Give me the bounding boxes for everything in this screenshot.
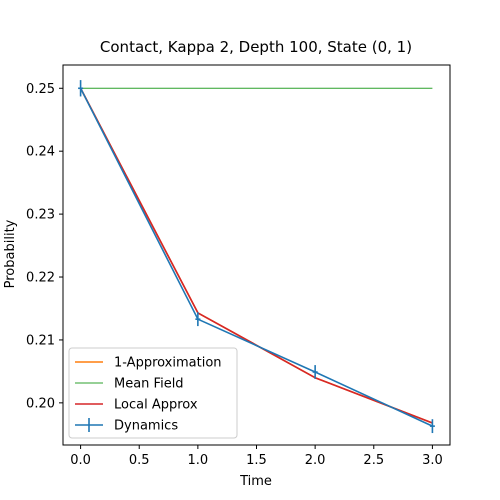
y-tick-label: 0.25 [26, 82, 55, 97]
y-tick-label: 0.21 [26, 333, 55, 348]
chart-title: Contact, Kappa 2, Depth 100, State (0, 1… [100, 38, 412, 56]
legend-box [68, 347, 238, 439]
y-tick-label: 0.23 [26, 208, 55, 223]
x-tick-label: 0.0 [70, 453, 91, 468]
x-tick-label: 2.0 [305, 453, 326, 468]
legend: 1-Approximation Mean Field Local Approx Dyn… [68, 347, 238, 439]
legend-label-mean-field: Mean Field [114, 377, 184, 392]
axes-frame [62, 64, 451, 446]
y-tick-label: 0.22 [26, 271, 55, 286]
y-tick-label: 0.24 [26, 145, 55, 160]
legend-label-dynamics: Dynamics [114, 419, 178, 434]
y-tick-label: 0.20 [26, 396, 55, 411]
y-axis: 0.20 0.21 0.22 0.23 0.24 0.25 [26, 82, 63, 411]
x-axis-title: Time [239, 474, 272, 489]
legend-label-1-approximation: 1-Approximation [114, 356, 222, 371]
y-axis-title: Probability [3, 219, 18, 288]
x-tick-label: 0.5 [129, 453, 150, 468]
plot-area [78, 80, 435, 434]
legend-label-local-approx: Local Approx [114, 398, 198, 413]
x-tick-label: 1.5 [246, 453, 267, 468]
x-tick-label: 2.5 [363, 453, 384, 468]
x-tick-label: 3.0 [422, 453, 443, 468]
x-axis: 0.0 0.5 1.0 1.5 2.0 2.5 3.0 [70, 445, 443, 468]
x-tick-label: 1.0 [188, 453, 209, 468]
series-line-dynamics [79, 87, 433, 427]
